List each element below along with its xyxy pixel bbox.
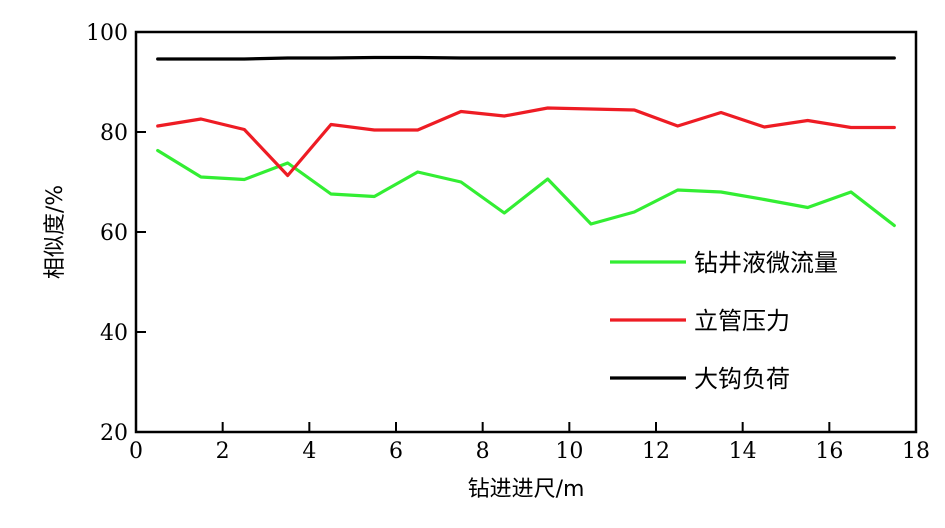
x-tick-label: 14 <box>729 439 757 464</box>
x-tick-label: 4 <box>302 439 316 464</box>
x-tick-label: 6 <box>389 439 403 464</box>
x-tick-label: 18 <box>902 439 930 464</box>
plot-frame <box>134 30 918 434</box>
legend-label: 立管压力 <box>694 307 790 335</box>
y-axis-label: 相似度/% <box>43 185 68 279</box>
x-axis-label: 钻进进尺/m <box>468 477 585 502</box>
series-line-3 <box>156 55 896 61</box>
x-tick-label: 0 <box>129 439 143 464</box>
x-tick-label: 8 <box>476 439 490 464</box>
y-tick-label: 40 <box>100 321 128 346</box>
y-tick-label: 80 <box>100 121 128 146</box>
legend-label: 钻井液微流量 <box>694 249 838 277</box>
series-line-1 <box>156 148 896 228</box>
axis-ticks: 0 2 4 6 8 10 12 14 16 18 20 40 60 80 100 <box>86 21 930 464</box>
y-tick-label: 20 <box>100 421 128 446</box>
x-tick-label: 10 <box>555 439 583 464</box>
x-tick-label: 2 <box>216 439 230 464</box>
y-tick-label: 100 <box>86 21 128 46</box>
legend-label: 大钩负荷 <box>694 365 790 393</box>
series-layer <box>156 55 896 228</box>
x-tick-label: 12 <box>642 439 670 464</box>
x-tick-label: 16 <box>815 439 843 464</box>
y-tick-label: 60 <box>100 221 128 246</box>
series-line-2 <box>156 106 896 178</box>
